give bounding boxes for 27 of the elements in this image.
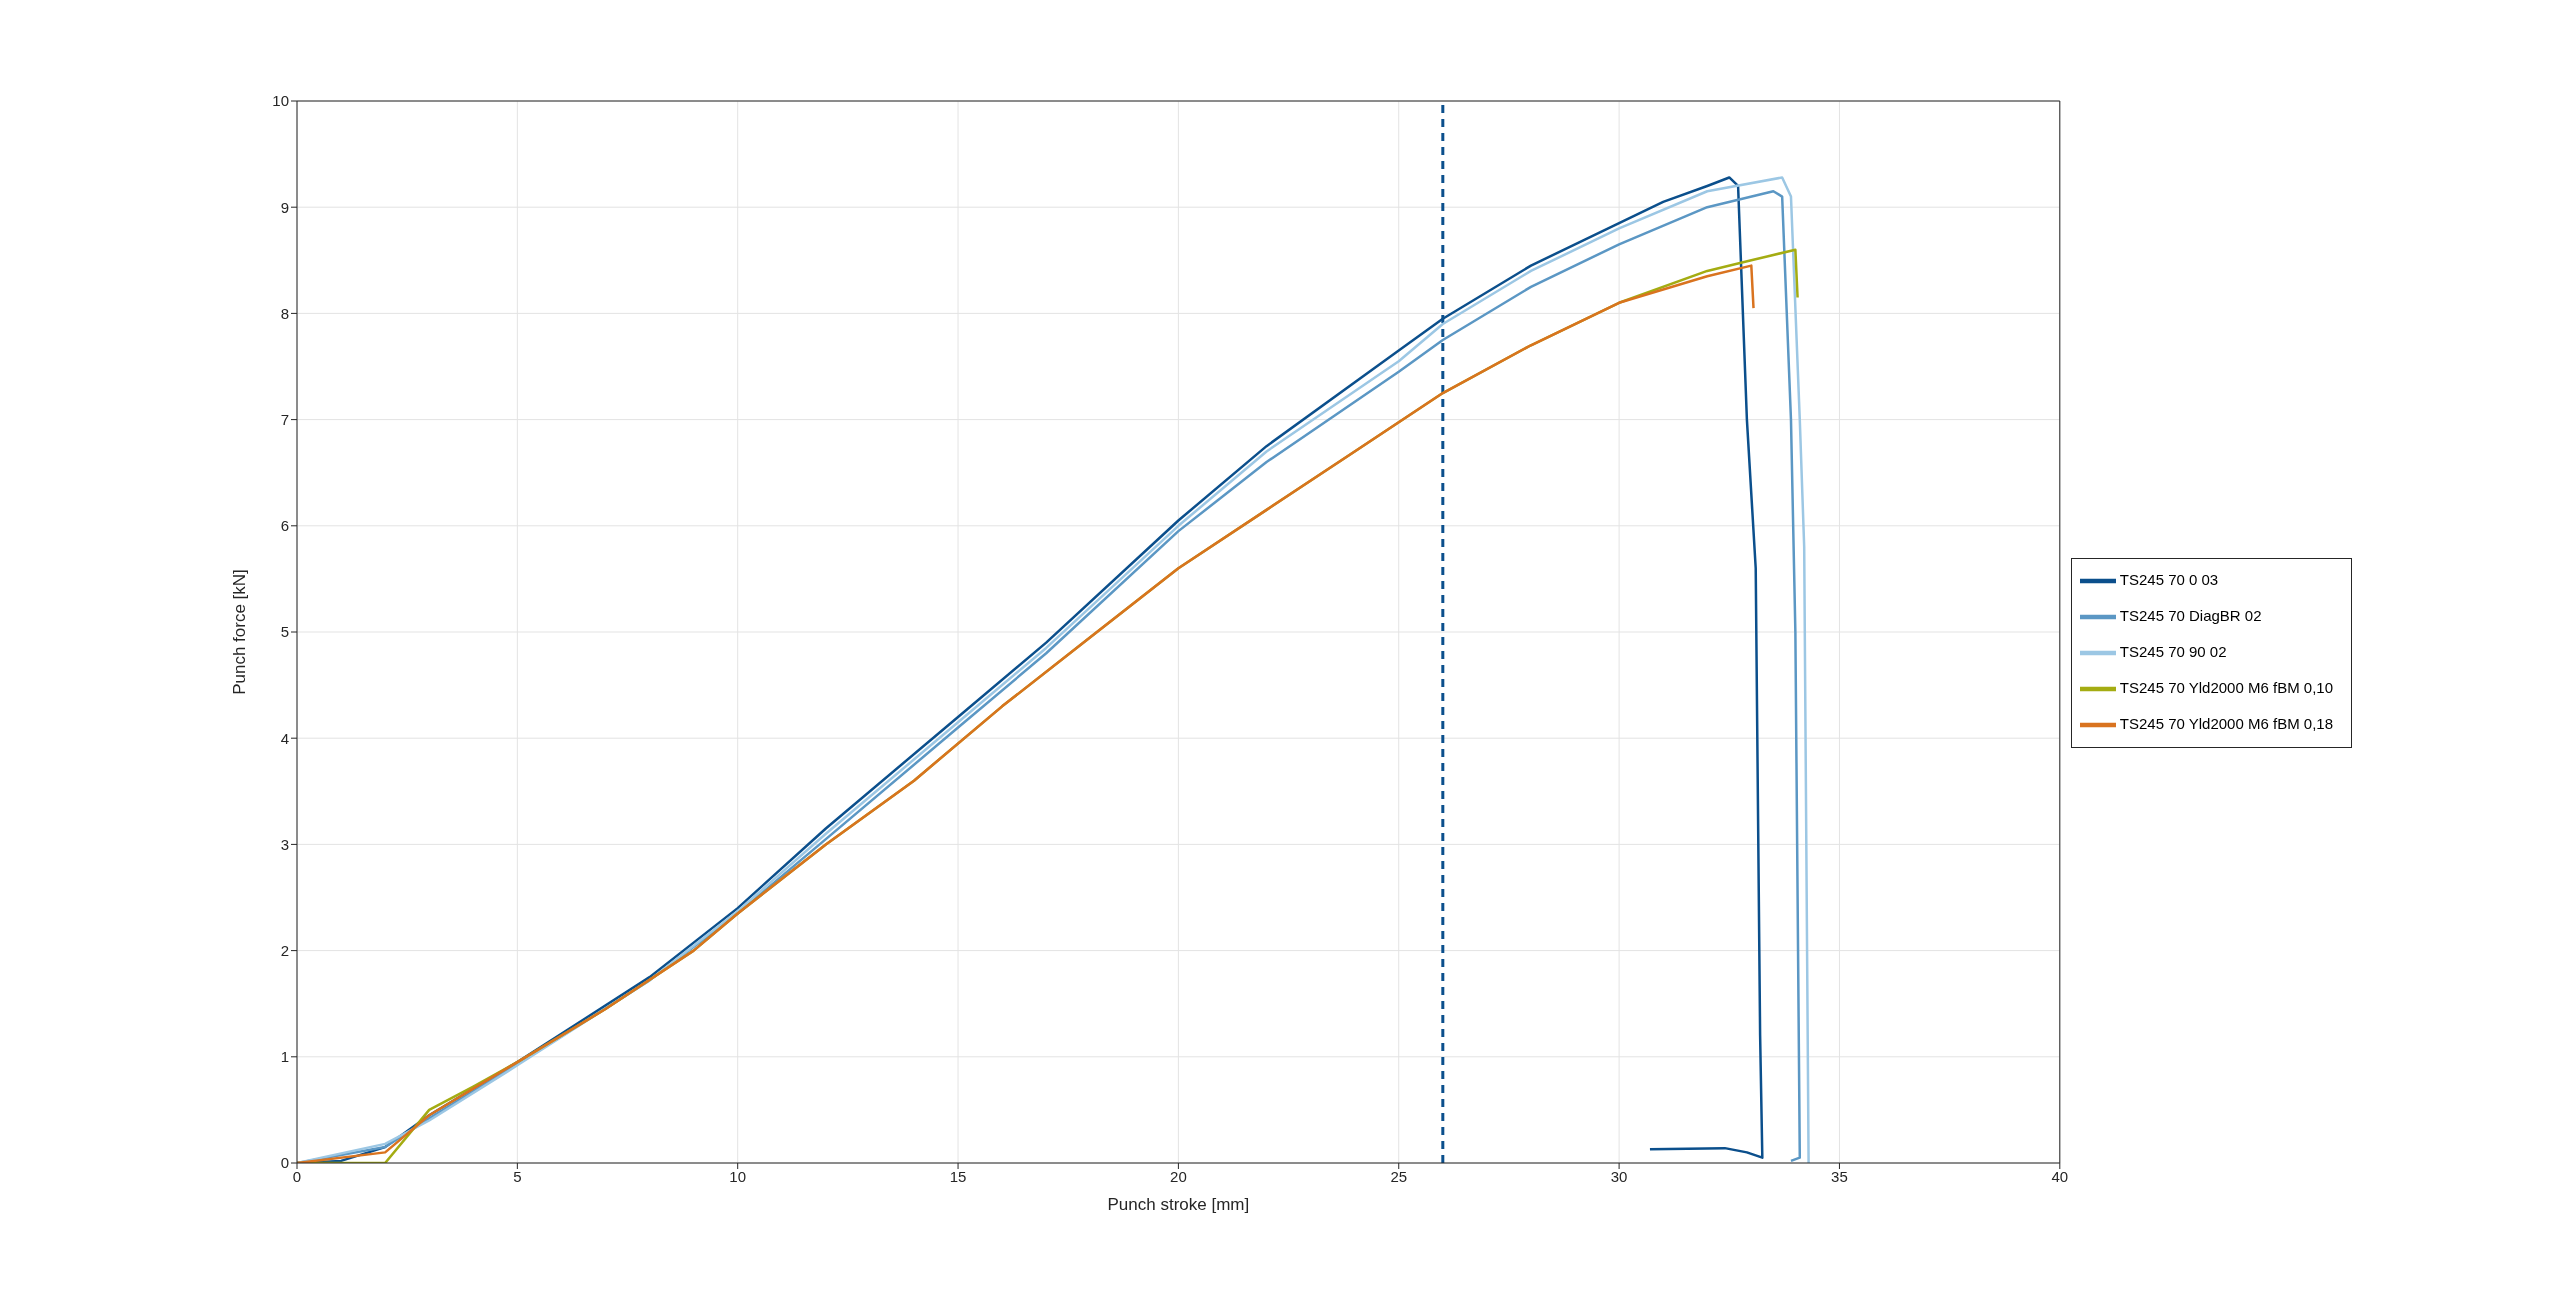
x-tick-label: 40 <box>2051 1167 2069 1185</box>
legend-label: TS245 70 Yld2000 M6 fBM 0,18 <box>2119 714 2333 732</box>
y-tick-label: 3 <box>280 835 289 853</box>
y-tick-label: 10 <box>272 92 289 110</box>
x-tick-label: 25 <box>1390 1167 1408 1185</box>
x-tick-label: 20 <box>1170 1167 1187 1185</box>
x-axis-title: Punch stroke [mm] <box>1107 1195 1250 1214</box>
y-axis-title: Punch force [kN] <box>230 569 250 695</box>
y-tick-label: 5 <box>280 623 289 641</box>
y-tick-label: 8 <box>280 304 289 322</box>
x-tick-label: 15 <box>949 1167 967 1185</box>
y-tick-label: 6 <box>280 517 289 535</box>
legend-label: TS245 70 90 02 <box>2119 642 2227 660</box>
x-tick-label: 0 <box>292 1167 302 1185</box>
y-tick-label: 1 <box>280 1048 289 1066</box>
y-tick-label: 0 <box>280 1154 289 1172</box>
x-tick-label: 35 <box>1831 1167 1848 1185</box>
x-tick-label: 30 <box>1610 1167 1628 1185</box>
x-tick-label: 5 <box>513 1167 522 1185</box>
legend-label: TS245 70 0 03 <box>2119 570 2219 588</box>
y-tick-label: 9 <box>280 198 289 216</box>
legend-label: TS245 70 DiagBR 02 <box>2119 606 2262 624</box>
y-tick-label: 4 <box>280 729 289 747</box>
legend-label: TS245 70 Yld2000 M6 fBM 0,10 <box>2119 678 2333 696</box>
x-tick-label: 10 <box>729 1167 747 1185</box>
y-tick-label: 2 <box>280 941 289 959</box>
y-tick-label: 7 <box>280 410 289 428</box>
